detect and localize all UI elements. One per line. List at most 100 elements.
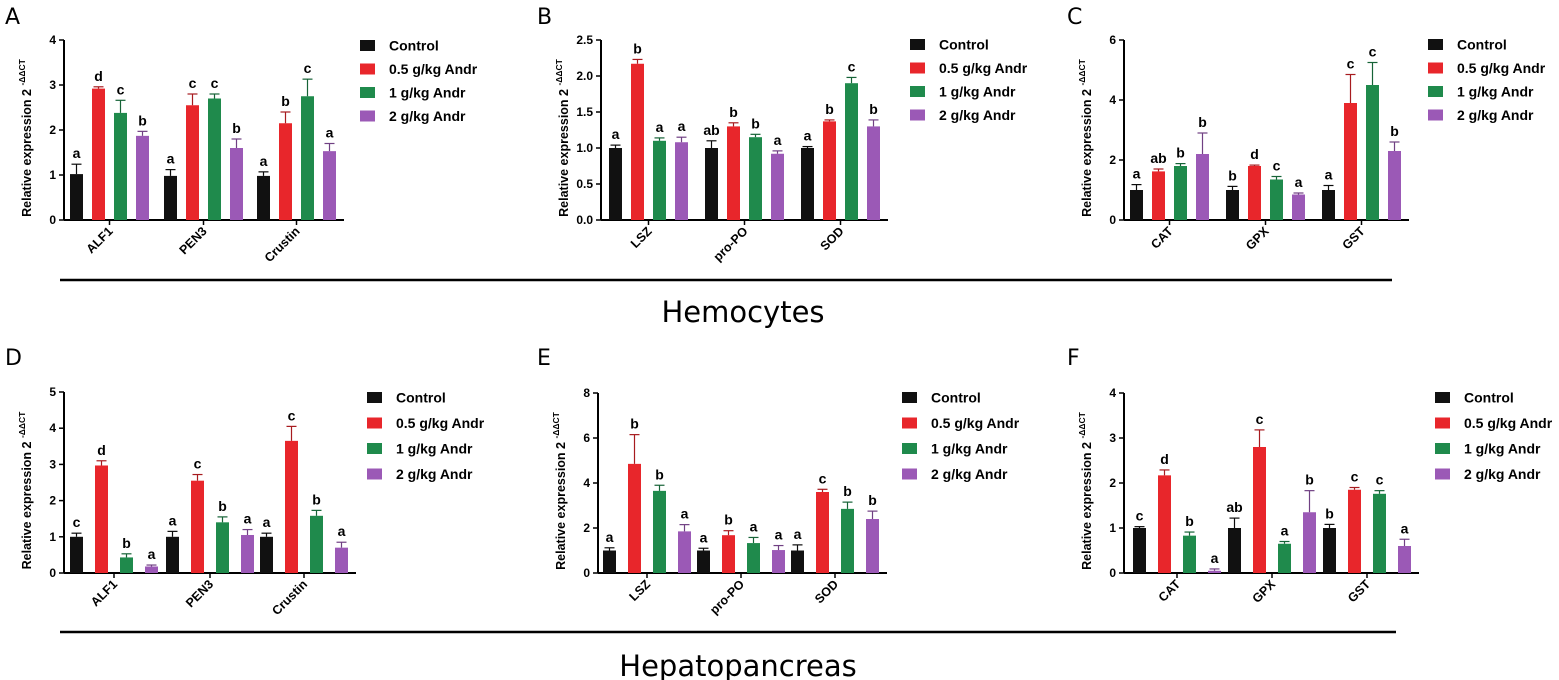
significance-letter: d: [94, 68, 103, 84]
significance-letter: c: [819, 470, 827, 486]
y-tick-label: 0.0: [576, 213, 593, 227]
y-tick-label: 2: [49, 494, 56, 508]
legend-entry: 2 g/kg Andr: [931, 466, 1008, 482]
legend-swatch: [367, 468, 382, 480]
panel-letter: F: [1067, 346, 1080, 371]
significance-letter: a: [700, 529, 708, 545]
legend-swatch: [902, 417, 917, 429]
legend-entry: 1 g/kg Andr: [389, 85, 466, 101]
bar: [136, 135, 149, 220]
bar: [678, 531, 691, 573]
bar: [727, 126, 740, 220]
y-axis-label-exponent: -ΔΔCT: [1077, 58, 1087, 85]
significance-letter: a: [1325, 167, 1333, 183]
legend-swatch: [1435, 392, 1450, 403]
y-tick-label: 5: [49, 385, 56, 399]
bar: [120, 557, 133, 573]
legend-swatch: [360, 87, 375, 98]
significance-letter: b: [1390, 123, 1399, 139]
bar: [866, 519, 879, 573]
y-axis-label-exponent: -ΔΔCT: [17, 58, 27, 85]
significance-letter: a: [681, 506, 689, 522]
bar: [867, 126, 880, 220]
y-tick-label: 4: [49, 33, 56, 47]
y-tick-label: 3: [49, 457, 56, 471]
bar: [816, 492, 829, 573]
bar: [230, 148, 243, 220]
hemocytes-group-label: Hemocytes: [661, 295, 824, 329]
bar: [1323, 528, 1336, 573]
y-tick-label: 2.0: [576, 69, 593, 83]
significance-letter: c: [194, 456, 202, 472]
bar: [1208, 570, 1221, 573]
legend-swatch: [910, 109, 925, 121]
chart-panel-f: F 0 1 2 3 4 Relative expression 2 -ΔΔCT c d b a CAT…: [1067, 346, 1553, 606]
legend-swatch: [360, 63, 375, 75]
y-tick-label: 1: [49, 530, 56, 544]
bar: [166, 536, 179, 573]
significance-letter: c: [117, 81, 125, 97]
bar: [653, 140, 666, 220]
y-tick-label: 0: [1109, 213, 1116, 227]
bar: [697, 550, 710, 573]
bar: [749, 137, 762, 220]
significance-letter: c: [288, 407, 296, 423]
chart-panel-d: D 0 1 2 3 4 5 Relative expression 2 -ΔΔCT c d b a AL…: [5, 346, 485, 618]
bar: [1158, 475, 1171, 573]
y-axis-label-main: Relative expression 2: [1080, 439, 1094, 570]
significance-letter: b: [843, 483, 852, 499]
y-tick-label: 2: [49, 123, 56, 137]
bar: [1303, 512, 1316, 573]
bar: [791, 550, 804, 573]
significance-letter: d: [97, 442, 106, 458]
bar: [603, 550, 616, 573]
x-tick-label: pro-PO: [707, 577, 747, 617]
bar: [285, 440, 298, 573]
legend-swatch: [902, 392, 917, 403]
x-tick-label: ALF1: [84, 224, 116, 256]
bar: [279, 123, 292, 220]
y-tick-label: 4: [1109, 93, 1116, 107]
hepatopancreas-group-label: Hepatopancreas: [619, 649, 856, 680]
bar: [705, 148, 718, 220]
significance-letter: b: [868, 492, 877, 508]
bar: [1228, 528, 1241, 573]
legend-entry: 1 g/kg Andr: [396, 441, 473, 457]
significance-letter: ab: [1226, 499, 1242, 515]
significance-letter: a: [260, 153, 268, 169]
y-axis-label-exponent: -ΔΔCT: [551, 411, 561, 438]
bar: [1348, 489, 1361, 573]
x-tick-label: ALF1: [88, 577, 120, 609]
significance-letter: b: [138, 112, 147, 128]
x-tick-label: pro-PO: [711, 224, 751, 264]
significance-letter: a: [326, 125, 334, 141]
y-axis-label-main: Relative expression 2: [20, 438, 34, 569]
y-tick-label: 8: [583, 386, 590, 400]
bar: [1253, 447, 1266, 573]
significance-letter: b: [1185, 513, 1194, 529]
y-axis-label: Relative expression 2 -ΔΔCT: [17, 411, 34, 570]
x-tick-label: LSZ: [627, 577, 654, 604]
bar: [301, 96, 314, 220]
bar: [675, 142, 688, 220]
legend-entry: 1 g/kg Andr: [1464, 441, 1541, 457]
x-tick-label: PEN3: [177, 224, 210, 257]
significance-letter: a: [750, 518, 758, 534]
significance-letter: b: [232, 120, 241, 136]
panel-letter: B: [537, 5, 552, 30]
legend-swatch: [902, 443, 917, 454]
x-tick-label: CAT: [1148, 224, 1176, 252]
legend-swatch: [367, 443, 382, 454]
legend-entry: Control: [939, 37, 989, 53]
significance-letter: c: [1351, 469, 1359, 485]
bar: [114, 112, 127, 220]
significance-letter: b: [869, 101, 878, 117]
bar: [1344, 103, 1357, 220]
bar: [1278, 543, 1291, 573]
significance-letter: b: [218, 498, 227, 514]
bar: [216, 522, 229, 573]
y-tick-label: 0: [1109, 566, 1116, 580]
bar: [145, 566, 158, 573]
legend-swatch: [360, 110, 375, 122]
